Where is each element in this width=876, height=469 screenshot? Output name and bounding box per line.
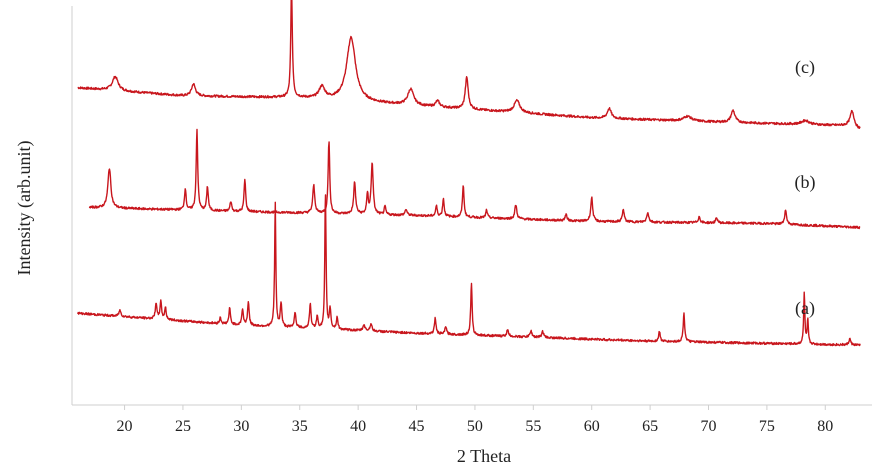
x-tick-label: 80 (817, 418, 833, 435)
x-tick-label: 50 (467, 418, 483, 435)
x-tick-label: 65 (642, 418, 658, 435)
x-tick-label: 35 (292, 418, 308, 435)
axes (71, 6, 872, 406)
xrd-trace-b (88, 128, 861, 230)
y-axis-title: Intensity (arb.unit) (14, 141, 35, 276)
x-tick-label: 25 (175, 418, 191, 435)
trace-labels: (c) (b) (a) (795, 57, 816, 319)
trace-label-b: (b) (795, 172, 816, 193)
x-tick-label: 30 (233, 418, 249, 435)
x-tick-label: 70 (700, 418, 716, 435)
x-tick-label: 20 (117, 418, 133, 435)
x-tick-label: 55 (525, 418, 541, 435)
trace-label-a: (a) (795, 298, 815, 319)
x-tick-label: 75 (759, 418, 775, 435)
x-tick-label: 60 (584, 418, 600, 435)
trace-label-c: (c) (795, 57, 815, 78)
traces (77, 0, 861, 347)
x-tick-label: 45 (409, 418, 425, 435)
x-axis-title: 2 Theta (457, 446, 511, 466)
x-tick-label: 40 (350, 418, 366, 435)
xrd-trace-c (77, 0, 861, 129)
x-ticks: 20 25 30 35 40 45 50 55 60 65 70 75 80 (117, 405, 833, 435)
xrd-trace-a (77, 194, 861, 347)
